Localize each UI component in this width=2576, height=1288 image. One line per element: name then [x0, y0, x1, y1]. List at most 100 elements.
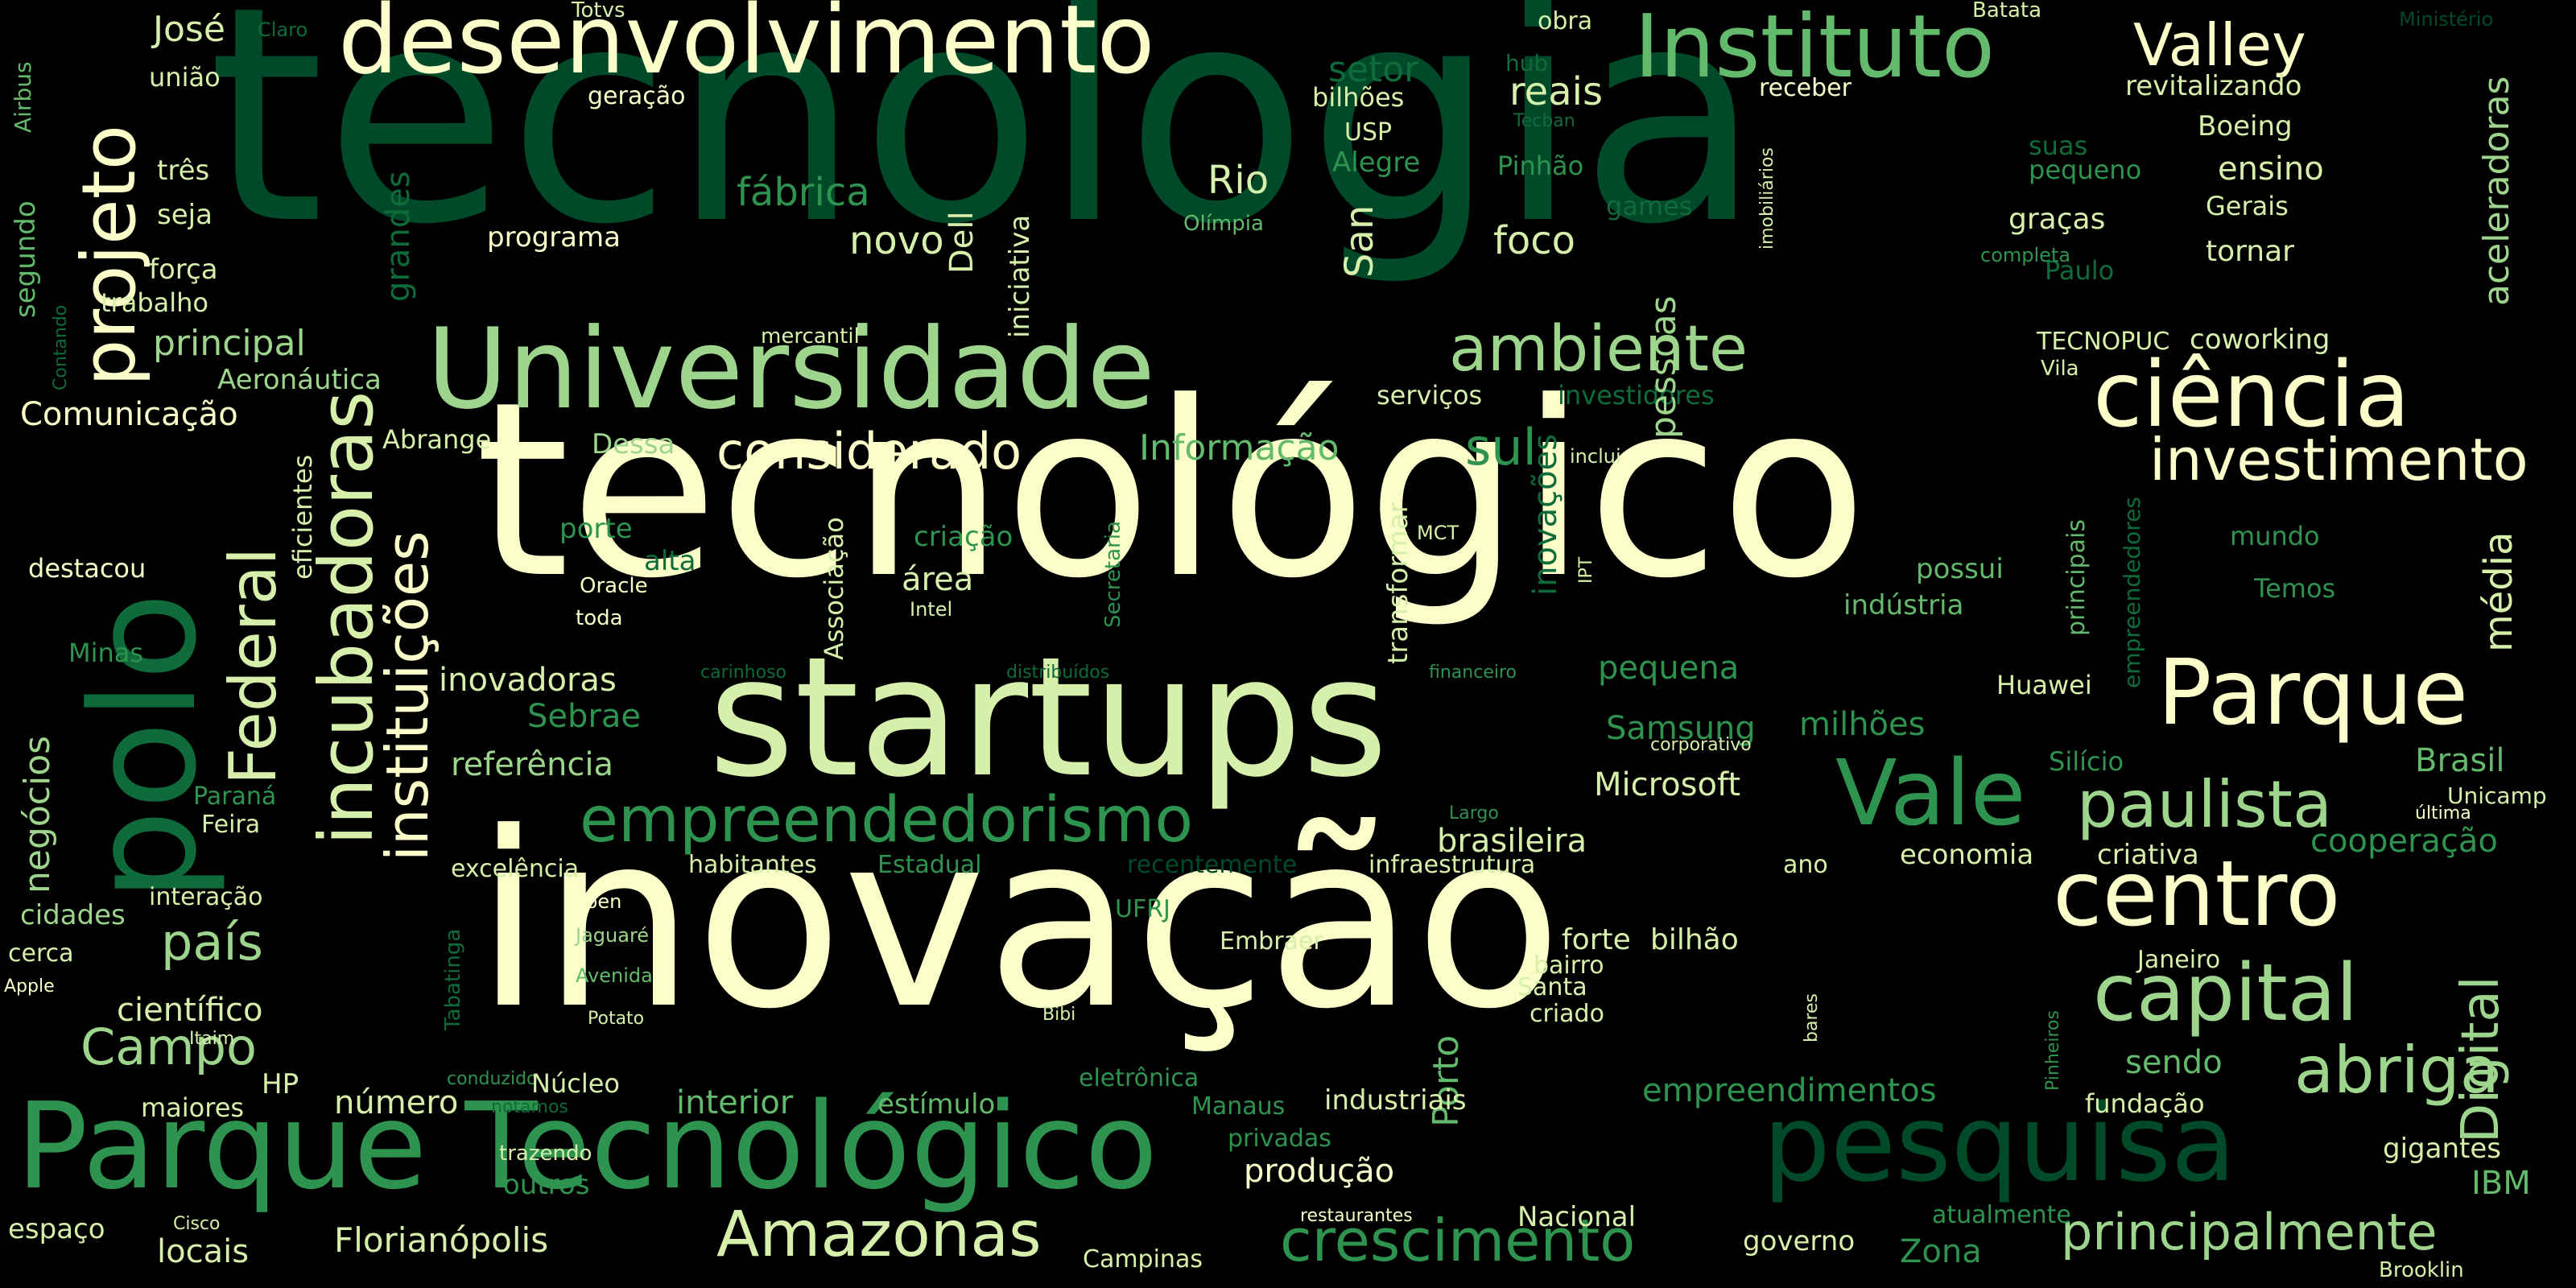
word: Tabatinga [441, 928, 465, 1030]
word: Estadual [877, 851, 982, 879]
word: Batata [1972, 0, 2042, 23]
word: criação [914, 521, 1013, 553]
word: UFRJ [1115, 895, 1170, 923]
word: corporativo [1650, 735, 1752, 755]
word: trazendo [499, 1141, 592, 1166]
word: obra [1538, 7, 1593, 35]
word: programa [487, 221, 621, 254]
word: geração [588, 82, 686, 110]
word: San [1337, 204, 1382, 278]
word: Instituto [1634, 0, 1996, 97]
word: tecnológico [475, 350, 1868, 631]
word: cidades [20, 899, 126, 931]
word: governo [1743, 1225, 1856, 1257]
word: maiores [141, 1092, 245, 1123]
word: eficientes [287, 454, 318, 580]
word: união [149, 62, 221, 93]
word: USP [1344, 118, 1393, 147]
word: força [149, 254, 218, 286]
word: Ipen [580, 890, 622, 913]
word: games [1606, 191, 1693, 221]
word: Parque [2157, 641, 2469, 745]
word: espaço [8, 1213, 105, 1245]
word: Campinas [1083, 1245, 1203, 1274]
word: novo [849, 218, 944, 263]
word: Zona [1900, 1233, 1982, 1270]
word: Samsung [1606, 710, 1756, 747]
word: negócios [17, 735, 58, 894]
word: Dessa [592, 428, 675, 460]
word: Tecban [1513, 111, 1575, 131]
word: infraestrutura [1368, 851, 1536, 879]
word: IPT [1576, 556, 1596, 584]
word: porte [559, 513, 633, 545]
word: Claro [258, 19, 308, 41]
word: transformar [1382, 502, 1414, 665]
word: seja [157, 199, 213, 231]
word: pequena [1598, 650, 1740, 687]
word: Itaim [189, 1029, 235, 1049]
word: paulista [2077, 767, 2333, 842]
word: destacou [28, 553, 147, 584]
word: mercantil [761, 324, 860, 349]
word: possui [1916, 553, 2004, 585]
word: abriga [2294, 1033, 2500, 1108]
word: ciência [2093, 343, 2410, 448]
word: desenvolvimento [338, 0, 1155, 95]
word: tornar [2206, 235, 2294, 268]
word: foco [1493, 218, 1576, 263]
word: Airbus [10, 61, 36, 133]
word: Microsoft [1594, 766, 1741, 803]
word: Amazonas [716, 1199, 1042, 1271]
word: receber [1759, 74, 1852, 102]
word: Janeiro [2137, 946, 2221, 974]
word: ambiente [1449, 313, 1748, 386]
word: setor [1328, 49, 1419, 90]
word: Oracle [580, 574, 648, 598]
word: eletrônica [1079, 1064, 1199, 1092]
word: empreendimentos [1642, 1072, 1937, 1109]
word: imobiliários [1757, 147, 1777, 250]
word: área [902, 561, 974, 598]
word: sendo [2125, 1044, 2223, 1081]
word: Alegre [1332, 147, 1421, 179]
word: ensino [2218, 151, 2324, 188]
word: Contando [51, 304, 71, 390]
word: considerado [716, 422, 1022, 481]
word: fundação [2085, 1088, 2205, 1119]
word: instituições [374, 530, 441, 861]
word: Boeing [2198, 110, 2293, 142]
word: Valley [2133, 11, 2306, 79]
word: crescimento [1280, 1207, 1636, 1274]
word: bairro [1534, 952, 1604, 980]
word: Federal [216, 547, 291, 785]
word: ano [1783, 851, 1828, 879]
word: Florianópolis [334, 1220, 549, 1260]
word: Brooklin [2379, 1258, 2464, 1282]
word: criado [1530, 1000, 1604, 1028]
word: capital [2093, 947, 2359, 1039]
word: excelência [451, 855, 580, 883]
word: Abrange [382, 424, 492, 455]
word: inclui [1570, 445, 1621, 468]
word: HP [262, 1068, 299, 1100]
word: Dell [943, 211, 980, 274]
word: privadas [1228, 1125, 1331, 1153]
word: centro [2053, 842, 2341, 947]
word: graças [2008, 203, 2106, 236]
word: cerca [8, 939, 74, 968]
word: Vila [2041, 357, 2079, 381]
word: tecnologia [208, 0, 1762, 290]
word: inovação [475, 781, 1563, 1062]
word: alta [644, 545, 696, 577]
word: Paraná [193, 782, 277, 811]
word: Huawei [1996, 670, 2092, 700]
word: Temos [2254, 573, 2336, 604]
word: trabalho [101, 287, 208, 318]
word: notamos [491, 1097, 568, 1117]
word: bilhões [1312, 82, 1405, 113]
word: principal [153, 323, 306, 364]
word: indústria [1843, 589, 1964, 621]
word: Jaguaré [576, 924, 650, 947]
word: inovadoras [439, 662, 617, 699]
